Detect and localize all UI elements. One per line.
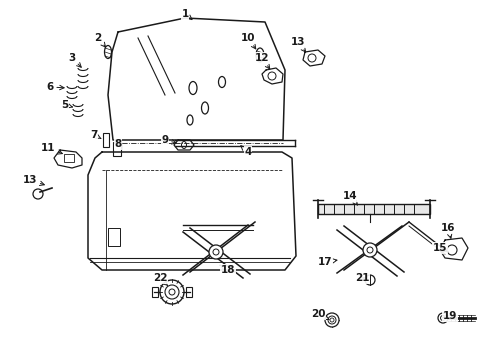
Text: 2: 2 <box>94 33 105 47</box>
Text: 10: 10 <box>240 33 255 49</box>
Bar <box>317 204 429 214</box>
Text: 5: 5 <box>61 100 72 110</box>
Bar <box>113 142 121 156</box>
Text: 19: 19 <box>441 311 456 321</box>
Text: 4: 4 <box>240 146 251 157</box>
Text: 11: 11 <box>41 143 62 154</box>
Circle shape <box>437 313 447 323</box>
Circle shape <box>208 245 223 259</box>
Text: 12: 12 <box>254 53 269 69</box>
Circle shape <box>446 245 456 255</box>
Text: 15: 15 <box>432 243 447 253</box>
Text: 20: 20 <box>310 309 328 320</box>
Text: 9: 9 <box>161 135 176 145</box>
Text: 13: 13 <box>23 175 44 185</box>
Bar <box>64 154 74 162</box>
Text: 7: 7 <box>90 130 101 140</box>
Text: 14: 14 <box>342 191 357 205</box>
Bar <box>185 287 192 297</box>
Text: 1: 1 <box>181 9 192 19</box>
Text: 17: 17 <box>317 257 336 267</box>
Text: 8: 8 <box>114 139 122 149</box>
Text: 21: 21 <box>354 273 368 283</box>
Bar <box>103 133 109 147</box>
Circle shape <box>325 313 338 327</box>
Text: 16: 16 <box>440 223 454 238</box>
Text: 3: 3 <box>68 53 81 67</box>
Text: 6: 6 <box>46 82 64 92</box>
Bar <box>152 287 158 297</box>
Text: 22: 22 <box>152 273 167 285</box>
Bar <box>108 228 120 246</box>
Circle shape <box>362 243 376 257</box>
Text: 13: 13 <box>290 37 305 52</box>
Text: 18: 18 <box>220 265 235 275</box>
